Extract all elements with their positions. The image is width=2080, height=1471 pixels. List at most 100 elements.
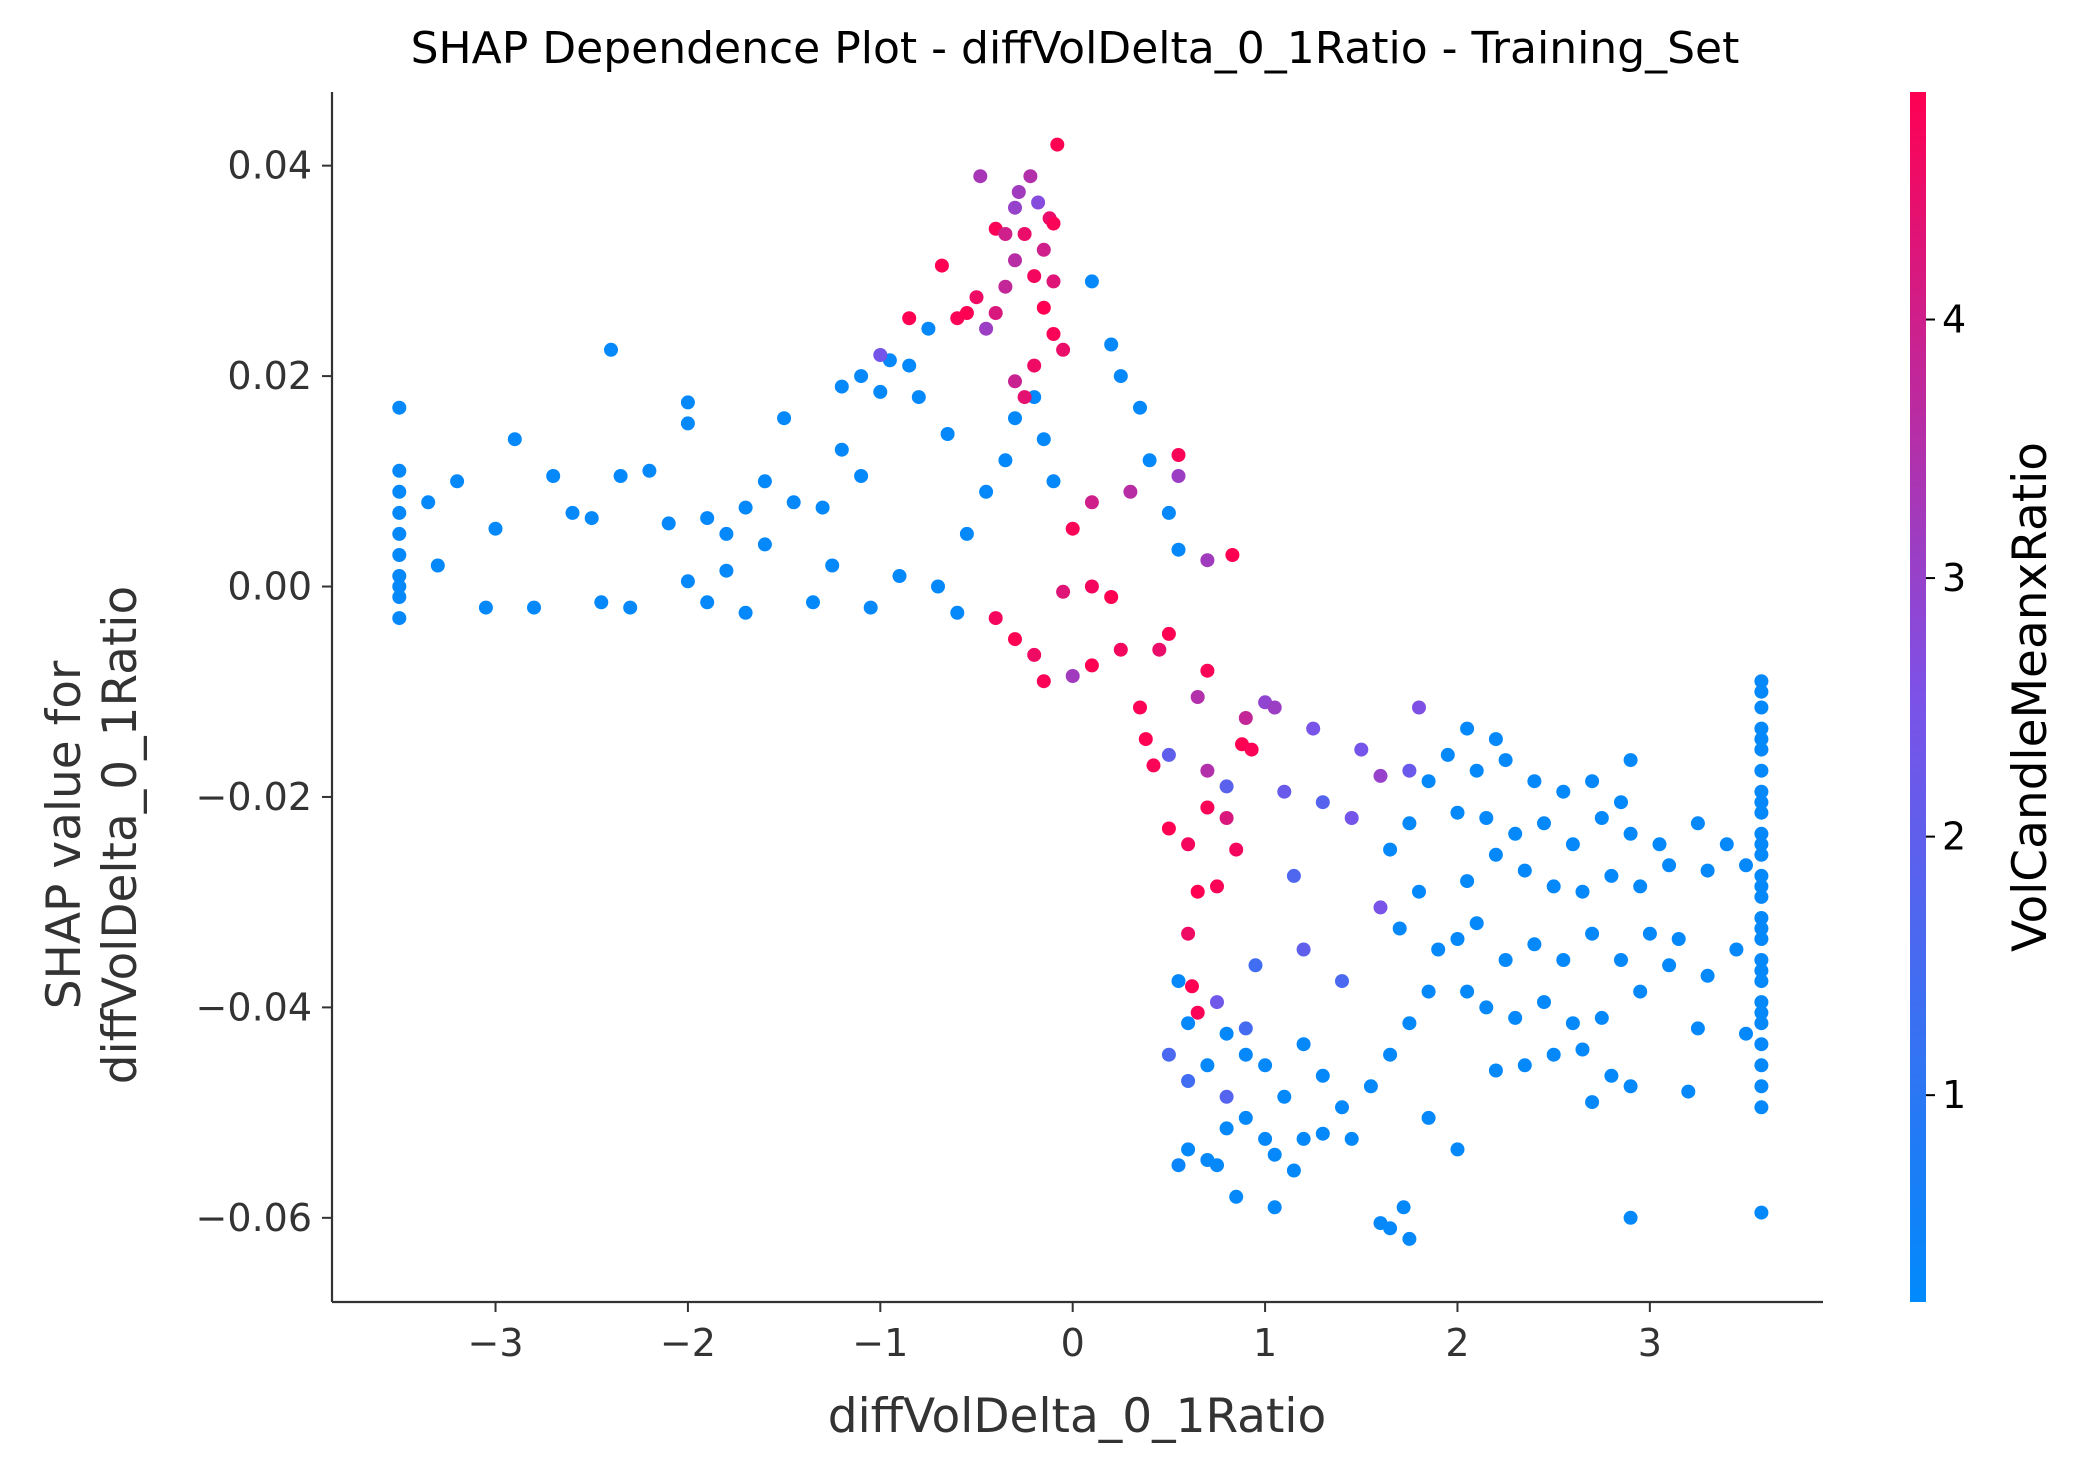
scatter-point: [969, 290, 984, 305]
scatter-point: [1402, 763, 1417, 778]
scatter-point: [1633, 984, 1648, 999]
scatter-point: [1065, 521, 1080, 536]
scatter-point: [1402, 1016, 1417, 1031]
scatter-point: [921, 321, 936, 336]
scatter-point: [1754, 1058, 1769, 1073]
scatter-point: [1171, 448, 1186, 462]
scatter-point: [786, 495, 801, 510]
scatter-point: [392, 548, 407, 562]
scatter-point: [1011, 185, 1026, 199]
scatter-point: [1084, 658, 1099, 673]
scatter-point: [1585, 926, 1600, 941]
x-tick-label: −1: [852, 1321, 908, 1365]
scatter-point: [1113, 642, 1128, 657]
scatter-point: [1508, 1010, 1523, 1025]
scatter-point: [1440, 747, 1455, 762]
scatter-point: [1585, 774, 1600, 789]
scatter-point: [1181, 837, 1196, 852]
scatter-point: [594, 595, 609, 610]
scatter-point: [1633, 879, 1648, 894]
scatter-point: [1210, 995, 1224, 1010]
scatter-point: [680, 574, 695, 589]
scatter-point: [1171, 1158, 1186, 1173]
scatter-point: [700, 511, 715, 526]
scatter-point: [1460, 984, 1475, 999]
scatter-point: [1754, 674, 1769, 689]
scatter-point: [1181, 1016, 1196, 1031]
scatter-point: [719, 526, 734, 541]
scatter-point: [680, 416, 695, 431]
scatter-point: [1488, 847, 1503, 862]
colorbar-tick-label: 2: [1942, 815, 1966, 859]
scatter-point: [1739, 858, 1753, 873]
scatter-point: [1754, 953, 1769, 967]
scatter-point: [1421, 774, 1436, 789]
x-axis-ticks: −3 −2 −1 0 1 2 3: [468, 1302, 1662, 1365]
scatter-point: [1027, 358, 1042, 373]
scatter-point: [834, 379, 849, 394]
scatter-point: [1662, 958, 1677, 973]
scatter-point: [1056, 584, 1071, 599]
scatter-point: [1123, 484, 1138, 499]
scatter-point: [815, 500, 830, 515]
scatter-point: [1335, 974, 1349, 989]
scatter-point: [1754, 932, 1769, 946]
scatter-point: [1700, 863, 1715, 878]
scatter-point: [1517, 863, 1532, 878]
scatter-point: [1565, 1016, 1580, 1031]
scatter-point: [1754, 974, 1769, 989]
scatter-point: [719, 563, 734, 578]
scatter-point: [1113, 369, 1128, 384]
scatter-point: [892, 569, 907, 583]
scatter-point: [430, 558, 445, 573]
scatter-point: [940, 427, 955, 441]
scatter-point: [1450, 1142, 1465, 1157]
scatter-point: [1171, 469, 1186, 483]
scatter-point: [1027, 647, 1042, 662]
scatter-point: [1652, 837, 1667, 852]
scatter-point: [1412, 700, 1426, 715]
scatter-point: [1286, 868, 1301, 883]
scatter-point: [1133, 700, 1147, 715]
scatter-point: [1469, 763, 1484, 778]
scatter-point: [392, 400, 407, 415]
scatter-point: [757, 537, 772, 552]
scatter-point: [1142, 453, 1157, 468]
scatter-point: [1286, 1163, 1301, 1178]
scatter-point: [1238, 1110, 1253, 1125]
scatter-point: [1027, 390, 1042, 405]
scatter-point: [1754, 1100, 1769, 1115]
scatter-point: [1225, 548, 1240, 562]
scatter-point: [806, 595, 820, 610]
scatter-point: [623, 600, 638, 615]
scatter-point: [1623, 826, 1638, 841]
scatter-point: [1031, 195, 1046, 210]
scatter-point: [979, 321, 994, 336]
scatter-point: [1181, 926, 1196, 941]
scatter-point: [1152, 642, 1167, 657]
scatter-point: [584, 511, 599, 526]
scatter-point: [1754, 721, 1769, 736]
scatter-point: [1508, 826, 1523, 841]
y-axis-label: SHAP value for diffVolDelta_0_1Ratio: [37, 586, 148, 1084]
scatter-point: [1383, 842, 1398, 857]
scatter-point: [1161, 747, 1176, 762]
scatter-point: [1614, 953, 1628, 967]
scatter-point: [873, 348, 888, 362]
scatter-point: [1754, 837, 1769, 852]
scatter-point: [1244, 742, 1259, 757]
scatter-point: [1623, 753, 1638, 768]
scatter-point: [1450, 805, 1465, 820]
scatter-point: [959, 526, 974, 541]
scatter-point: [1161, 505, 1176, 520]
x-tick-label: −2: [660, 1321, 716, 1365]
scatter-point: [1296, 942, 1311, 957]
scatter-point: [1719, 837, 1734, 852]
scatter-point: [777, 411, 792, 426]
scatter-point: [642, 463, 657, 478]
scatter-point: [1754, 868, 1769, 883]
scatter-point: [1556, 953, 1571, 967]
scatter-point: [1671, 932, 1686, 946]
scatter-point: [1565, 837, 1580, 852]
scatter-point: [1460, 874, 1475, 889]
